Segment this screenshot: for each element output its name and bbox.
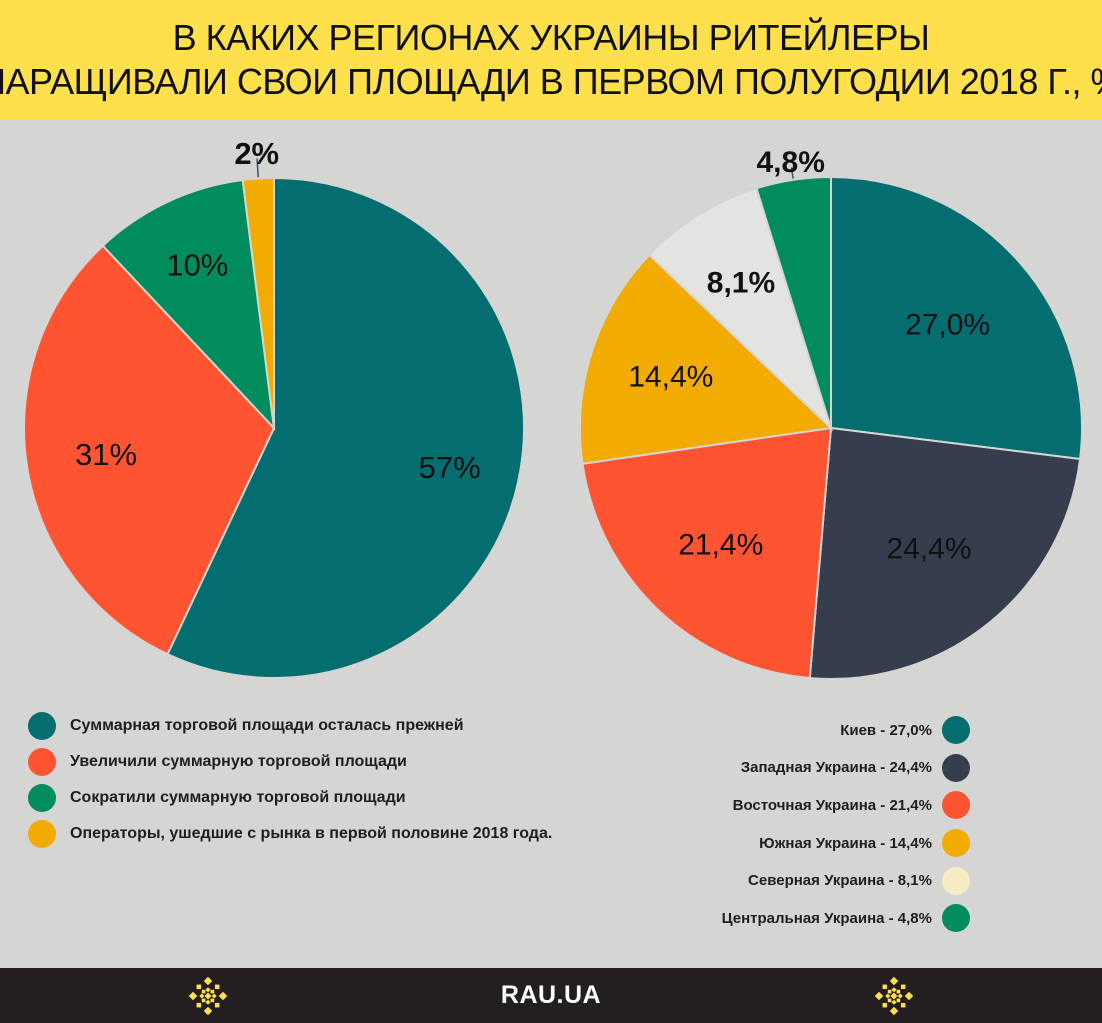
legend-item: Центральная Украина - 4,8% (721, 904, 970, 933)
legend-swatch (942, 904, 970, 933)
legend-swatch (942, 791, 970, 820)
legend-swatch (28, 784, 56, 812)
legend-label: Западная Украина - 24,4% (740, 759, 932, 777)
pie2-slice-2 (581, 426, 833, 680)
pie2-value-label: 21,4% (678, 528, 763, 561)
brand-logo: RAU.UA (500, 981, 602, 1009)
pie-charts: 57% 31% 10% 2% 27,0% 24,4% 21,4% 14,4% 8,1% 4,8% (23, 136, 1083, 680)
pie1-value-label: 31% (75, 437, 137, 472)
legend-label: Киев - 27,0% (840, 721, 932, 739)
pie2-slice-4 (647, 187, 834, 432)
pie2-value-label: 24,4% (886, 532, 971, 565)
legend-swatch (942, 716, 970, 744)
legend-item: Киев - 27,0% (722, 716, 970, 744)
ornament-icon (874, 976, 914, 1016)
legend-item: Суммарная торговой площади осталась преж… (28, 712, 552, 740)
legend-item: Сократили суммарную торговой площади (28, 784, 552, 812)
page-title-line-1: В КАКИХ РЕГИОНАХ УКРАИНЫ РИТЕЙЛЕРЫ (172, 17, 930, 58)
header-banner: В КАКИХ РЕГИОНАХ УКРАИНЫ РИТЕЙЛЕРЫ НАРАЩ… (0, 0, 1102, 120)
legend-item: Операторы, ушедшие с рынка в первой поло… (28, 820, 552, 848)
pie1-value-label: 2% (234, 136, 279, 171)
legend-swatch (942, 866, 970, 895)
pie2-value-label: 27,0% (905, 308, 990, 341)
pie2-value-label: 8,1% (707, 266, 775, 299)
pie1-leader-line (256, 158, 259, 178)
legend-left: Суммарная торговой площади осталась преж… (28, 712, 552, 856)
legend-right: Киев - 27,0% Западная Украина - 24,4% Вост… (722, 716, 970, 942)
legend-label: Сократили суммарную торговой площади (70, 789, 406, 806)
legend-item: Увеличили суммарную торговой площади (28, 748, 552, 776)
pie2-slice-1 (808, 426, 1082, 680)
pie2-slice-5 (755, 175, 832, 429)
pie2-value-label: 4,8% (756, 146, 824, 179)
legend-label: Суммарная торговой площади осталась преж… (70, 717, 464, 734)
legend-item: Западная Украина - 24,4% (722, 753, 970, 782)
footer: RAU.UA (0, 968, 1102, 1023)
legend-label: Операторы, ушедшие с рынка в первой поло… (70, 825, 553, 842)
legend-item: Восточная Украина - 21,4% (722, 791, 970, 820)
pie2-slice-3 (579, 253, 834, 465)
legend-label: Увеличили суммарную торговой площади (70, 753, 407, 770)
pie2-leader-line (790, 167, 794, 179)
legend-swatch (28, 748, 56, 776)
pie2-slice-0 (830, 175, 1083, 461)
pie1-slice-1 (23, 244, 276, 656)
pie1-value-label: 10% (166, 248, 228, 283)
legend-swatch (28, 820, 56, 848)
pie1-value-label: 57% (419, 450, 481, 485)
pie1-slice-3 (241, 176, 275, 429)
pie2-value-label: 14,4% (628, 360, 713, 393)
legend-label: Восточная Украина - 21,4% (732, 796, 932, 814)
legend-swatch (942, 753, 970, 782)
legend-swatch (942, 829, 970, 858)
pie1-slice-2 (101, 178, 276, 431)
page-title-line-2: НАРАЩИВАЛИ СВОИ ПЛОЩАДИ В ПЕРВОМ ПОЛУГОД… (0, 61, 1102, 102)
ornament-icon (188, 976, 228, 1016)
legend-label: Центральная Украина - 4,8% (721, 909, 932, 927)
pie1-slice-0 (166, 176, 525, 679)
legend-swatch (28, 712, 56, 740)
legend-label: Южная Украина - 14,4% (759, 834, 932, 852)
legend-item: Северная Украина - 8,1% (722, 866, 970, 895)
legend-label: Северная Украина - 8,1% (748, 872, 932, 890)
legend-item: Южная Украина - 14,4% (722, 829, 970, 858)
